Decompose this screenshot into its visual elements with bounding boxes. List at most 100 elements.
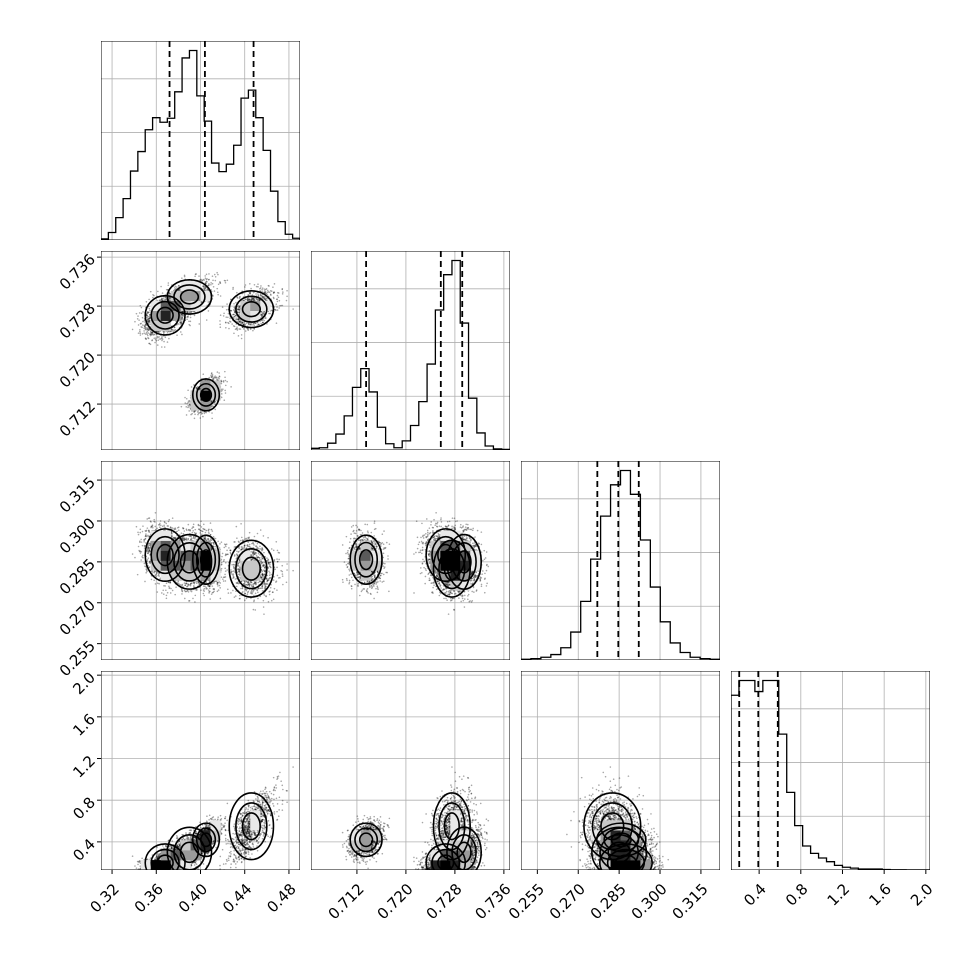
sample-point <box>276 298 278 301</box>
sample-point <box>224 554 227 557</box>
sample-point <box>169 299 171 302</box>
sample-point <box>223 279 226 282</box>
sample-point <box>230 592 232 594</box>
sample-point <box>220 388 223 391</box>
sample-point <box>230 571 232 573</box>
sample-point <box>232 286 234 289</box>
sample-point <box>162 297 165 300</box>
sample-point <box>234 328 237 331</box>
sample-point <box>259 287 262 289</box>
sample-point <box>252 323 255 325</box>
sample-point <box>247 297 249 300</box>
sample-point <box>276 291 279 294</box>
sample-point <box>205 319 208 321</box>
sample-point <box>188 311 191 313</box>
sample-point <box>145 338 147 340</box>
sample-point <box>265 582 267 585</box>
sample-point <box>200 411 202 414</box>
sample-point <box>265 298 267 300</box>
sample-point <box>190 538 192 541</box>
sample-point <box>218 584 221 587</box>
sample-point <box>159 522 161 525</box>
sample-point <box>181 314 183 316</box>
sample-point <box>244 286 246 288</box>
sample-point <box>269 289 272 292</box>
sample-point <box>147 529 150 532</box>
sample-point <box>149 343 152 346</box>
sample-point <box>203 590 205 592</box>
sample-point <box>211 376 214 378</box>
sample-point <box>216 271 218 274</box>
sample-point <box>177 526 180 528</box>
sample-point <box>226 279 229 282</box>
sample-point <box>264 298 266 301</box>
sample-point <box>273 283 276 285</box>
sample-point <box>153 294 155 297</box>
sample-point <box>224 379 227 382</box>
sample-point <box>248 298 251 300</box>
sample-point <box>236 297 239 299</box>
sample-point <box>213 401 216 404</box>
sample-point <box>148 298 150 301</box>
sample-point <box>182 315 184 318</box>
sample-point <box>222 315 225 317</box>
sample-point <box>210 405 213 408</box>
sample-point <box>208 376 211 379</box>
sample-point <box>268 285 270 287</box>
sample-point <box>163 526 166 528</box>
sample-point <box>248 298 250 301</box>
sample-point <box>199 417 202 419</box>
sample-point <box>220 541 223 543</box>
sample-point <box>139 528 142 531</box>
sample-point <box>151 333 154 335</box>
sample-point <box>237 335 240 337</box>
sample-point <box>181 593 183 595</box>
sample-point <box>251 297 254 299</box>
sample-point <box>238 297 241 300</box>
sample-point <box>240 321 243 324</box>
sample-point <box>216 378 218 380</box>
sample-point <box>227 312 230 315</box>
sample-point <box>176 526 179 529</box>
sample-point <box>224 567 226 570</box>
sample-point <box>211 530 214 532</box>
sample-point <box>152 334 155 336</box>
sample-point <box>256 324 259 327</box>
sample-point <box>272 292 275 294</box>
sample-point <box>207 278 210 281</box>
sample-point <box>262 606 265 608</box>
sample-point <box>188 410 190 412</box>
sample-point <box>161 346 163 348</box>
sample-point <box>204 277 207 279</box>
sample-point <box>149 316 151 319</box>
sample-point <box>265 287 268 290</box>
sample-point <box>210 372 213 374</box>
sample-point <box>137 545 140 548</box>
sample-point <box>164 296 166 298</box>
sample-point <box>186 315 189 318</box>
sample-point <box>241 321 244 324</box>
sample-point <box>264 317 266 319</box>
sample-point <box>193 310 195 313</box>
sample-point <box>146 330 149 333</box>
sample-point <box>185 397 188 400</box>
sample-point <box>212 588 215 590</box>
sample-point <box>211 585 214 587</box>
sample-point <box>148 329 150 331</box>
sample-point <box>204 287 207 289</box>
sample-point <box>188 404 191 407</box>
sample-point <box>204 528 206 531</box>
sample-point <box>158 526 161 528</box>
sample-point <box>180 322 183 324</box>
sample-point <box>225 321 227 324</box>
sample-point <box>156 582 159 585</box>
sample-point <box>203 594 205 597</box>
sample-point <box>253 552 256 555</box>
sample-point <box>216 287 219 290</box>
sample-point <box>233 546 236 548</box>
sample-point <box>215 376 218 379</box>
sample-point <box>176 334 178 336</box>
sample-point <box>262 321 264 324</box>
sample-point <box>193 384 195 386</box>
sample-point <box>262 312 264 315</box>
